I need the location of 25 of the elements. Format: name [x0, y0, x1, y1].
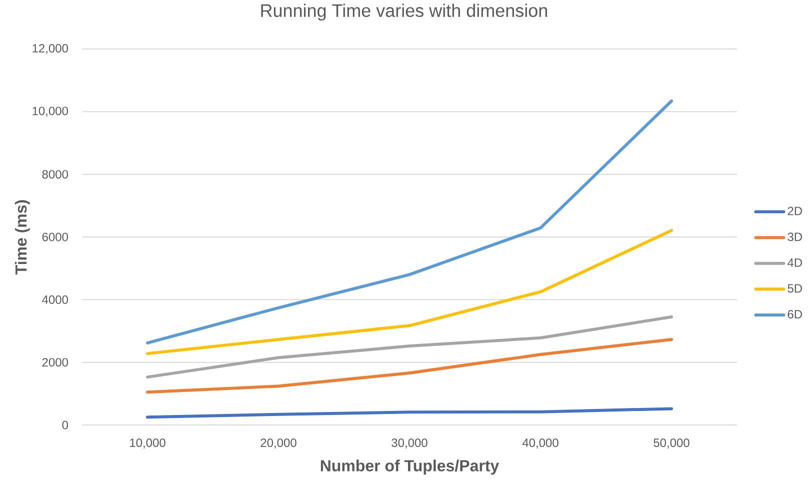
y-tick-label: 2000 — [42, 358, 68, 367]
legend-label: 2D — [788, 206, 802, 216]
line-series — [146, 315, 674, 379]
y-tick-label: 4000 — [42, 295, 68, 304]
y-axis-title: Time (ms) — [14, 200, 30, 274]
line-series — [146, 407, 674, 419]
legend-label: 3D — [788, 232, 802, 242]
y-tick-label: 8000 — [42, 170, 68, 179]
x-tick-label: 20,000 — [260, 438, 296, 448]
legend-label: 6D — [788, 310, 802, 319]
legend-label: 5D — [788, 284, 802, 293]
x-tick-label: 40,000 — [522, 438, 558, 448]
x-tick-label: 50,000 — [654, 438, 690, 448]
line-series — [146, 228, 674, 356]
x-tick-label: 30,000 — [392, 438, 428, 448]
y-tick-label: 10,000 — [32, 106, 68, 117]
y-tick-label: 0 — [62, 420, 68, 430]
line-series — [146, 338, 674, 394]
x-axis-title: Number of Tuples/Party — [320, 460, 500, 475]
x-tick-label: 10,000 — [130, 438, 166, 448]
line-series — [146, 100, 674, 344]
chart-title: Running Time varies with dimension — [261, 4, 547, 21]
y-tick-label: 12,000 — [32, 44, 68, 54]
y-tick-label: 6000 — [42, 232, 68, 242]
legend-label: 4D — [788, 258, 802, 267]
